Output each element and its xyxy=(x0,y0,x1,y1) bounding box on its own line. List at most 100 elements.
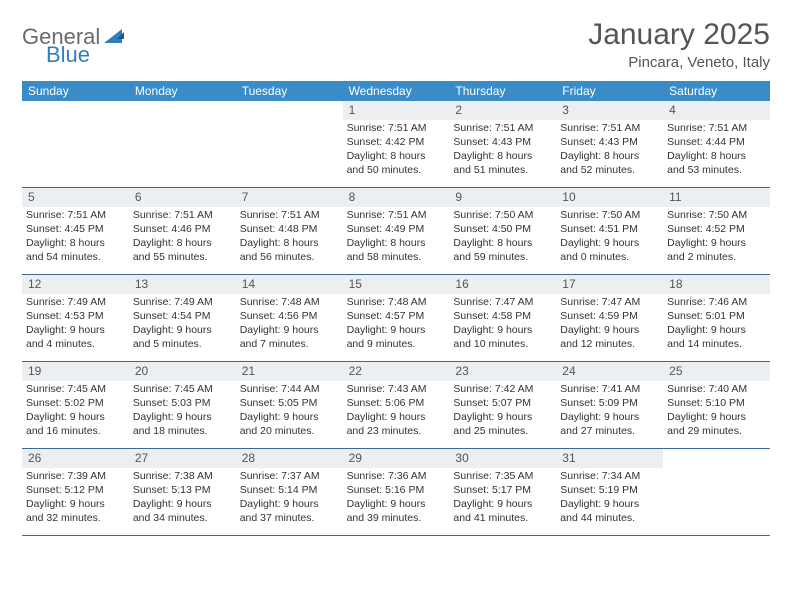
day-number: 3 xyxy=(556,101,663,120)
day-body: Sunrise: 7:42 AMSunset: 5:07 PMDaylight:… xyxy=(449,383,556,441)
day-ss: Sunset: 4:53 PM xyxy=(26,310,125,323)
day-cell: 14 Sunrise: 7:48 AMSunset: 4:56 PMDayligh… xyxy=(236,275,343,361)
dow-monday: Monday xyxy=(129,81,236,101)
day-sr: Sunrise: 7:46 AM xyxy=(667,296,766,309)
day-sr: Sunrise: 7:48 AM xyxy=(240,296,339,309)
day-body: Sunrise: 7:51 AMSunset: 4:44 PMDaylight:… xyxy=(663,122,770,180)
day-number: 7 xyxy=(236,188,343,207)
day-d1: Daylight: 8 hours xyxy=(133,237,232,250)
day-cell: 21 Sunrise: 7:44 AMSunset: 5:05 PMDayligh… xyxy=(236,362,343,448)
day-d2: and 20 minutes. xyxy=(240,425,339,438)
day-body: Sunrise: 7:35 AMSunset: 5:17 PMDaylight:… xyxy=(449,470,556,528)
day-body: Sunrise: 7:51 AMSunset: 4:42 PMDaylight:… xyxy=(343,122,450,180)
day-ss: Sunset: 5:06 PM xyxy=(347,397,446,410)
day-d2: and 23 minutes. xyxy=(347,425,446,438)
day-number: 17 xyxy=(556,275,663,294)
day-d2: and 55 minutes. xyxy=(133,251,232,264)
day-sr: Sunrise: 7:34 AM xyxy=(560,470,659,483)
day-sr: Sunrise: 7:48 AM xyxy=(347,296,446,309)
day-d2: and 39 minutes. xyxy=(347,512,446,525)
day-cell: 8Sunrise: 7:51 AMSunset: 4:49 PMDaylight… xyxy=(343,188,450,274)
day-d1: Daylight: 9 hours xyxy=(347,411,446,424)
day-d1: Daylight: 9 hours xyxy=(560,324,659,337)
day-body: Sunrise: 7:50 AMSunset: 4:52 PMDaylight:… xyxy=(663,209,770,267)
day-cell: 25Sunrise: 7:40 AMSunset: 5:10 PMDayligh… xyxy=(663,362,770,448)
day-body: Sunrise: 7:51 AMSunset: 4:43 PMDaylight:… xyxy=(449,122,556,180)
logo-triangle-icon xyxy=(104,27,126,48)
day-ss: Sunset: 4:50 PM xyxy=(453,223,552,236)
week-row: 19Sunrise: 7:45 AMSunset: 5:02 PMDayligh… xyxy=(22,362,770,449)
day-number: 21 xyxy=(236,362,343,381)
day-body: Sunrise: 7:39 AMSunset: 5:12 PMDaylight:… xyxy=(22,470,129,528)
day-body: Sunrise: 7:40 AMSunset: 5:10 PMDaylight:… xyxy=(663,383,770,441)
day-d2: and 4 minutes. xyxy=(26,338,125,351)
day-sr: Sunrise: 7:38 AM xyxy=(133,470,232,483)
day-d2: and 58 minutes. xyxy=(347,251,446,264)
day-cell: 24Sunrise: 7:41 AMSunset: 5:09 PMDayligh… xyxy=(556,362,663,448)
day-cell: 19Sunrise: 7:45 AMSunset: 5:02 PMDayligh… xyxy=(22,362,129,448)
day-body: Sunrise: 7:44 AMSunset: 5:05 PMDaylight:… xyxy=(236,383,343,441)
day-sr: Sunrise: 7:45 AM xyxy=(26,383,125,396)
day-d2: and 5 minutes. xyxy=(133,338,232,351)
day-cell: 17Sunrise: 7:47 AMSunset: 4:59 PMDayligh… xyxy=(556,275,663,361)
day-d2: and 53 minutes. xyxy=(667,164,766,177)
day-d1: Daylight: 9 hours xyxy=(667,237,766,250)
day-ss: Sunset: 4:52 PM xyxy=(667,223,766,236)
day-cell: 20Sunrise: 7:45 AMSunset: 5:03 PMDayligh… xyxy=(129,362,236,448)
day-ss: Sunset: 5:16 PM xyxy=(347,484,446,497)
day-d1: Daylight: 9 hours xyxy=(347,324,446,337)
day-number: 26 xyxy=(22,449,129,468)
day-number: 29 xyxy=(343,449,450,468)
day-number: 11 xyxy=(663,188,770,207)
day-body: Sunrise: 7:47 AMSunset: 4:58 PMDaylight:… xyxy=(449,296,556,354)
day-cell: 12Sunrise: 7:49 AMSunset: 4:53 PMDayligh… xyxy=(22,275,129,361)
day-ss: Sunset: 5:13 PM xyxy=(133,484,232,497)
day-sr: Sunrise: 7:47 AM xyxy=(560,296,659,309)
day-number: 9 xyxy=(449,188,556,207)
day-sr: Sunrise: 7:51 AM xyxy=(26,209,125,222)
day-sr: Sunrise: 7:47 AM xyxy=(453,296,552,309)
day-d1: Daylight: 9 hours xyxy=(26,498,125,511)
day-cell: 23Sunrise: 7:42 AMSunset: 5:07 PMDayligh… xyxy=(449,362,556,448)
day-body: Sunrise: 7:51 AMSunset: 4:48 PMDaylight:… xyxy=(236,209,343,267)
dow-saturday: Saturday xyxy=(663,81,770,101)
day-cell: 16Sunrise: 7:47 AMSunset: 4:58 PMDayligh… xyxy=(449,275,556,361)
day-sr: Sunrise: 7:51 AM xyxy=(133,209,232,222)
day-cell xyxy=(236,101,343,187)
day-d1: Daylight: 8 hours xyxy=(240,237,339,250)
day-number: 28 xyxy=(236,449,343,468)
day-sr: Sunrise: 7:50 AM xyxy=(453,209,552,222)
day-number: 10 xyxy=(556,188,663,207)
day-sr: Sunrise: 7:41 AM xyxy=(560,383,659,396)
week-row: 26 Sunrise: 7:39 AMSunset: 5:12 PMDayligh… xyxy=(22,449,770,536)
day-cell: 31Sunrise: 7:34 AMSunset: 5:19 PMDayligh… xyxy=(556,449,663,535)
day-ss: Sunset: 4:44 PM xyxy=(667,136,766,149)
day-cell: 29Sunrise: 7:36 AMSunset: 5:16 PMDayligh… xyxy=(343,449,450,535)
day-d2: and 34 minutes. xyxy=(133,512,232,525)
day-body: Sunrise: 7:48 AMSunset: 4:56 PMDaylight:… xyxy=(236,296,343,354)
day-ss: Sunset: 4:45 PM xyxy=(26,223,125,236)
day-sr: Sunrise: 7:51 AM xyxy=(347,209,446,222)
day-cell: 6Sunrise: 7:51 AMSunset: 4:46 PMDaylight… xyxy=(129,188,236,274)
day-number: 13 xyxy=(129,275,236,294)
day-ss: Sunset: 5:10 PM xyxy=(667,397,766,410)
day-ss: Sunset: 4:43 PM xyxy=(453,136,552,149)
day-number: 5 xyxy=(22,188,129,207)
day-number: 24 xyxy=(556,362,663,381)
logo-text-blue: Blue xyxy=(46,42,90,67)
day-number: 6 xyxy=(129,188,236,207)
day-d1: Daylight: 8 hours xyxy=(453,150,552,163)
day-of-week-row: Sunday Monday Tuesday Wednesday Thursday… xyxy=(22,81,770,101)
day-sr: Sunrise: 7:39 AM xyxy=(26,470,125,483)
day-cell: 10Sunrise: 7:50 AMSunset: 4:51 PMDayligh… xyxy=(556,188,663,274)
day-d2: and 41 minutes. xyxy=(453,512,552,525)
day-sr: Sunrise: 7:42 AM xyxy=(453,383,552,396)
day-cell: 18Sunrise: 7:46 AMSunset: 5:01 PMDayligh… xyxy=(663,275,770,361)
day-d1: Daylight: 9 hours xyxy=(453,411,552,424)
day-sr: Sunrise: 7:50 AM xyxy=(667,209,766,222)
day-number: 14 xyxy=(236,275,343,294)
weeks-container: 1Sunrise: 7:51 AMSunset: 4:42 PMDaylight… xyxy=(22,101,770,536)
day-d2: and 27 minutes. xyxy=(560,425,659,438)
day-body: Sunrise: 7:46 AMSunset: 5:01 PMDaylight:… xyxy=(663,296,770,354)
day-cell: 1Sunrise: 7:51 AMSunset: 4:42 PMDaylight… xyxy=(343,101,450,187)
